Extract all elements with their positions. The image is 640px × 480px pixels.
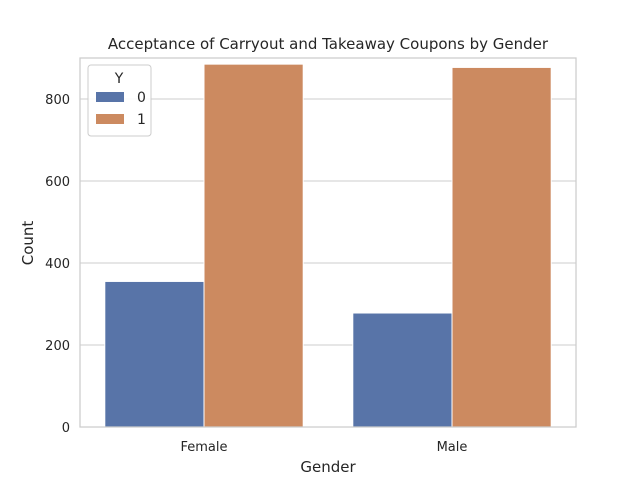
legend: Y 0 1	[87, 64, 152, 137]
x-axis-label: Gender	[300, 458, 356, 476]
x-tick-label: Female	[180, 440, 227, 455]
legend-entry-1: 1	[137, 112, 146, 128]
y-axis-ticks: 0 200 400 600 800	[45, 93, 70, 436]
y-tick-label: 200	[45, 339, 70, 354]
bar-female-y1	[203, 63, 304, 428]
legend-swatch-0	[96, 92, 124, 102]
legend-entry-0: 0	[137, 90, 146, 106]
x-axis-ticks: Female Male	[180, 440, 467, 455]
bar-female-y0	[104, 280, 205, 428]
bars	[104, 63, 552, 428]
y-tick-label: 600	[45, 175, 70, 190]
y-tick-label: 0	[62, 421, 70, 436]
legend-swatch-1	[96, 114, 124, 124]
chart-title: Acceptance of Carryout and Takeaway Coup…	[108, 35, 549, 53]
bar-male-y1	[451, 66, 552, 428]
y-tick-label: 400	[45, 257, 70, 272]
x-tick-label: Male	[437, 440, 468, 455]
bar-male-y0	[352, 312, 453, 428]
y-tick-label: 800	[45, 93, 70, 108]
plot-frame	[79, 57, 577, 428]
y-axis-label: Count	[19, 221, 37, 266]
legend-title: Y	[114, 71, 124, 87]
